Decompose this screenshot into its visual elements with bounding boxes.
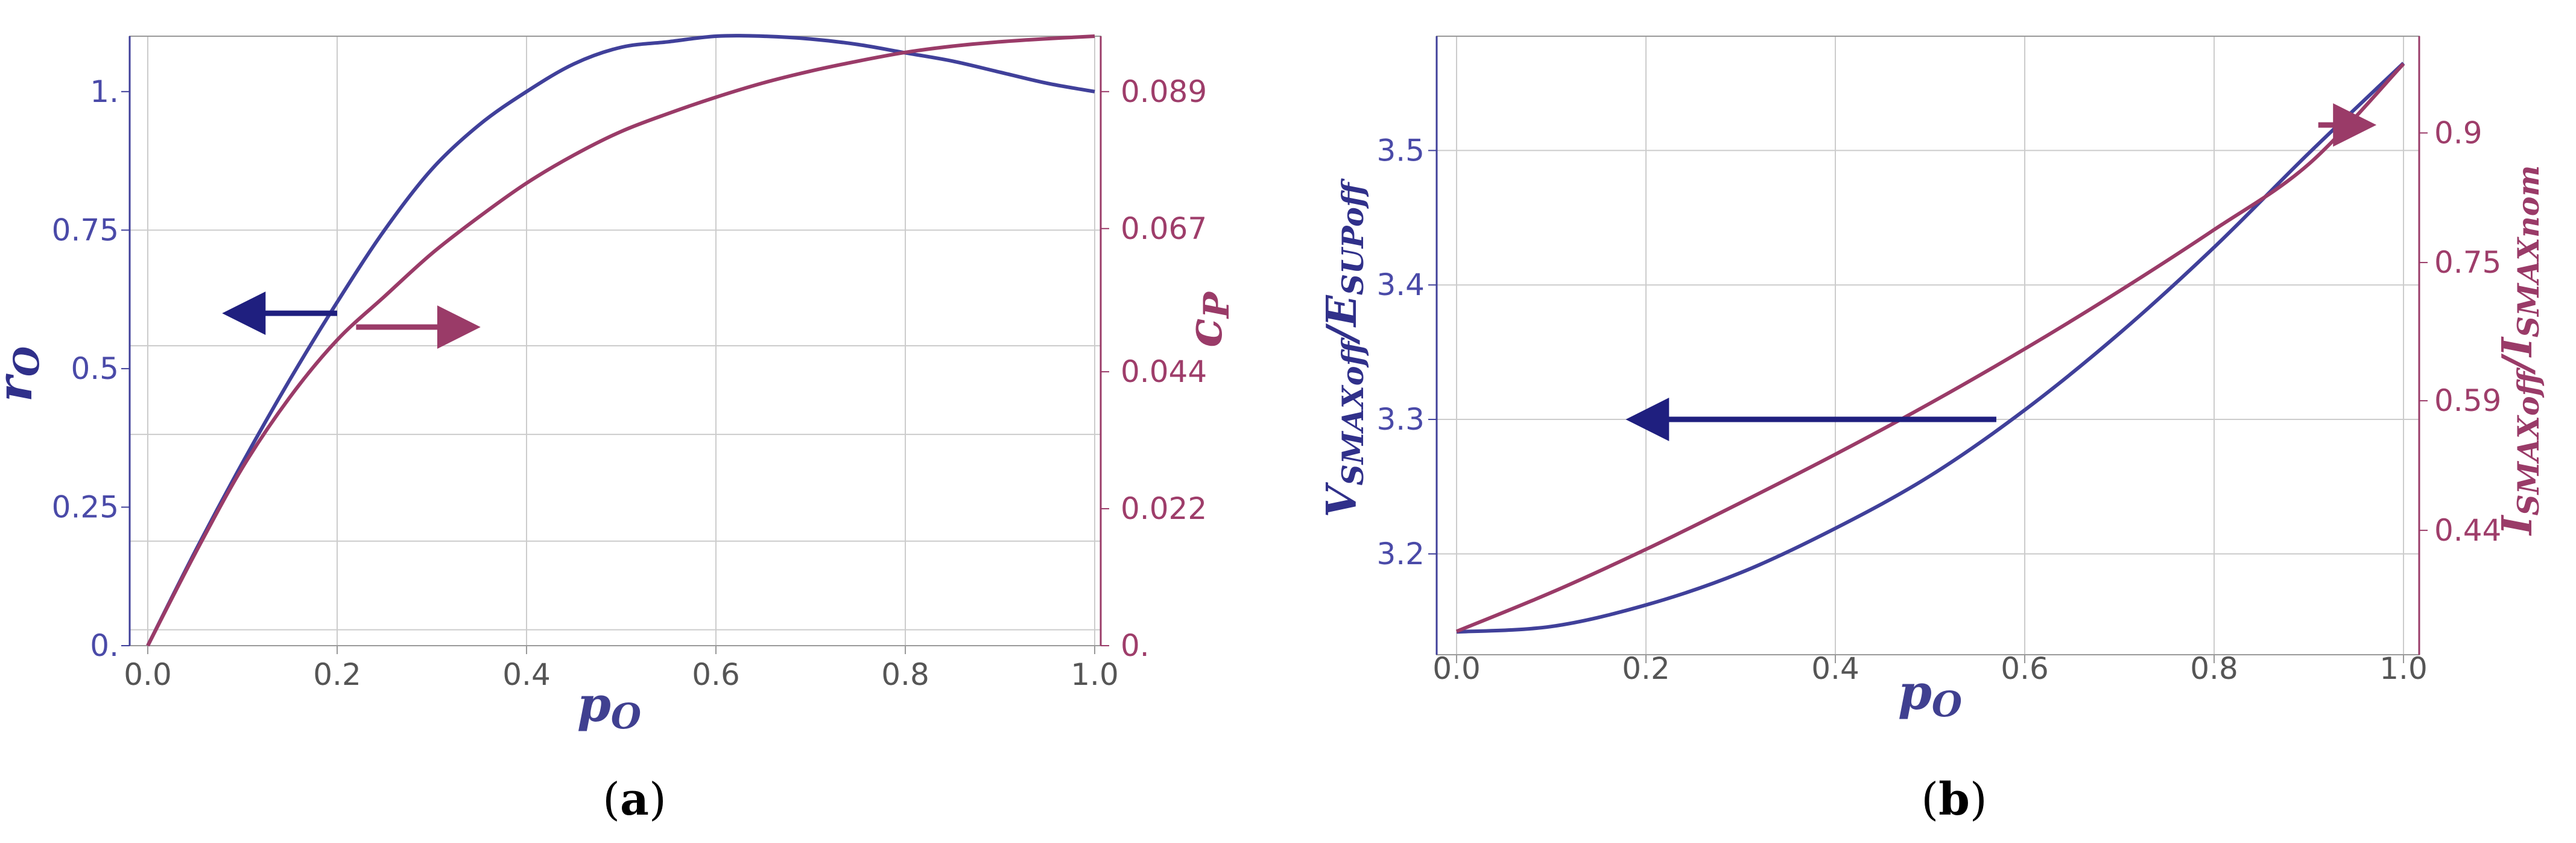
y-right-tick-label: 0.44: [2434, 513, 2501, 548]
series-line-left-axis: [146, 34, 1095, 647]
x-tick-label: 0.8: [2190, 651, 2238, 686]
y-left-tick-label: 3.3: [1376, 402, 1425, 437]
x-tick-label: 0.0: [1432, 651, 1481, 686]
x-tick-label: 1.0: [1071, 657, 1119, 692]
y-left-tick-label: 0.75: [52, 212, 119, 247]
x-axis-title: pO: [577, 676, 641, 737]
subfigure-caption: (b): [1921, 774, 1987, 826]
x-tick-label: 0.6: [692, 657, 740, 692]
y-right-tick-label: 0.089: [1121, 74, 1207, 109]
y-right-axis-title: cP: [1176, 291, 1237, 348]
plot-frame: [129, 36, 1101, 646]
chart-b: 0.0 0.2 0.4 0.6 0.8 1.0 3.2 3.3 3.4 3.5 0.44 0.59 0.…: [1318, 36, 2546, 826]
y-left-tick-label: 0.: [90, 628, 119, 663]
x-tick-label: 0.8: [881, 657, 929, 692]
y-right-axis-title: ISMAXoff/ISMAXnom: [2493, 165, 2546, 536]
y-right-tick-label: 0.022: [1121, 491, 1207, 526]
x-tick-label: 0.2: [1622, 651, 1670, 686]
y-right-tick-label: 0.75: [2434, 245, 2501, 280]
y-right-tick-label: 0.: [1121, 628, 1150, 663]
y-left-tick-label: 3.5: [1376, 133, 1425, 168]
x-axis-title: pO: [1898, 664, 1962, 725]
x-tick-label: 0.4: [1811, 651, 1859, 686]
plot-frame: [1436, 36, 2420, 655]
y-right-tick-label: 0.59: [2434, 383, 2501, 418]
y-right-tick-label: 0.044: [1121, 354, 1207, 389]
y-right-tick-label: 0.9: [2434, 115, 2483, 150]
y-left-tick-label: 3.2: [1376, 536, 1425, 571]
series-line-right-axis: [1455, 62, 2405, 634]
series-line-right-axis: [146, 34, 1095, 647]
y-left-tick-label: 0.25: [52, 489, 119, 524]
y-left-axis-title: VSMAXoff/ESUPoff: [1318, 178, 1370, 517]
y-left-tick-label: 1.: [90, 74, 119, 109]
y-right-tick-label: 0.067: [1121, 211, 1207, 246]
x-tick-label: 0.0: [124, 657, 172, 692]
series-line-left-axis: [1456, 62, 2405, 634]
subfigure-caption: (a): [603, 774, 666, 826]
x-tick-label: 0.6: [2001, 651, 2049, 686]
chart-a: 0.0 0.2 0.4 0.6 0.8 1.00.0.250.50.751.0.0.022…: [0, 34, 1237, 826]
x-tick-label: 0.2: [313, 657, 361, 692]
y-left-tick-label: 3.4: [1376, 267, 1425, 302]
y-left-axis-title: rO: [0, 346, 47, 402]
x-tick-label: 1.0: [2379, 651, 2428, 686]
x-tick-label: 0.4: [502, 657, 551, 692]
y-left-tick-label: 0.5: [71, 351, 119, 386]
